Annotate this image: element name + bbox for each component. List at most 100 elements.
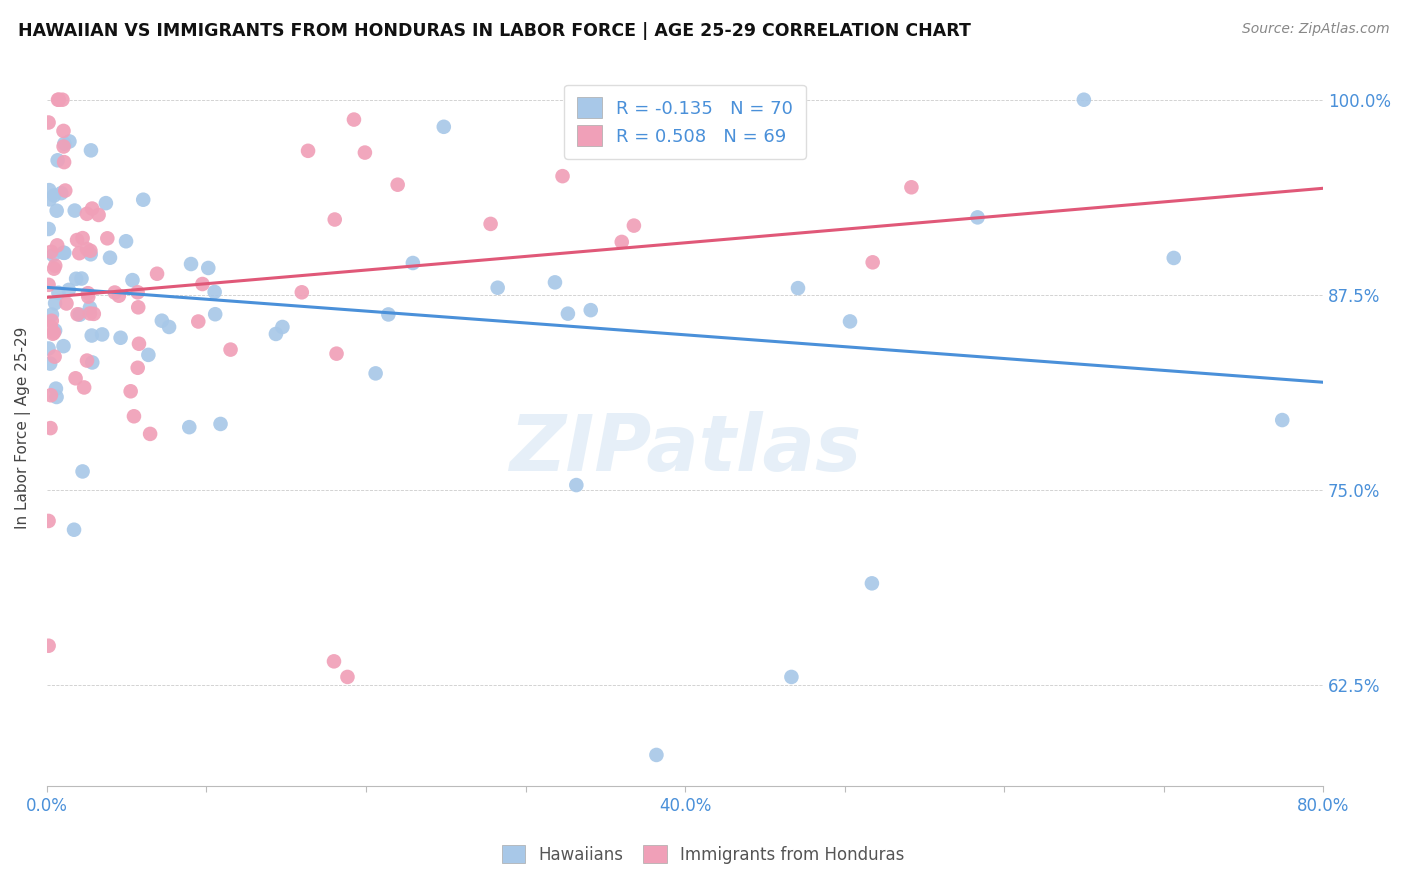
Point [561,122,583,136]
Point [645,747,668,762]
Point [82,355,104,369]
Point [323,212,346,227]
Point [73,380,96,394]
Point [80,144,103,158]
Point [204,307,226,321]
Point [122,409,145,424]
Point [70,271,93,285]
Point [150,314,173,328]
Point [44,188,66,202]
Point [45,382,67,396]
Point [139,426,162,441]
Point [46,93,69,107]
Point [38,342,60,356]
Point [94,196,117,211]
Point [209,417,232,431]
Point [623,219,645,233]
Point [271,320,294,334]
Point [551,169,574,183]
Point [53,245,76,260]
Point [128,336,150,351]
Point [264,326,287,341]
Point [323,654,346,668]
Point [690,93,713,107]
Point [402,256,425,270]
Point [1073,93,1095,107]
Point [45,203,67,218]
Point [187,314,209,328]
Point [79,306,101,320]
Point [53,184,76,198]
Point [966,211,988,225]
Point [91,327,114,342]
Point [77,290,100,304]
Point [377,308,399,322]
Text: ZIPatlas: ZIPatlas [509,411,862,487]
Point [38,222,60,236]
Point [44,350,66,364]
Point [39,388,62,402]
Point [180,257,202,271]
Text: HAWAIIAN VS IMMIGRANTS FROM HONDURAS IN LABOR FORCE | AGE 25-29 CORRELATION CHAR: HAWAIIAN VS IMMIGRANTS FROM HONDURAS IN … [18,22,972,40]
Point [110,331,132,345]
Point [39,319,62,334]
Point [46,153,69,168]
Point [44,259,66,273]
Point [41,314,63,328]
Point [41,308,63,322]
Point [52,124,75,138]
Point [76,207,98,221]
Point [336,670,359,684]
Point [79,301,101,315]
Point [354,145,377,160]
Point [179,420,201,434]
Point [127,360,149,375]
Point [127,285,149,300]
Point [486,281,509,295]
Point [55,296,77,310]
Point [364,367,387,381]
Point [65,371,87,385]
Point [862,255,884,269]
Point [58,283,80,297]
Point [52,245,75,260]
Point [53,136,76,151]
Point [38,115,60,129]
Point [98,251,121,265]
Point [132,193,155,207]
Legend: Hawaiians, Immigrants from Honduras: Hawaiians, Immigrants from Honduras [495,838,911,871]
Point [387,178,409,192]
Point [80,328,103,343]
Point [780,670,803,684]
Point [66,307,89,321]
Point [48,285,70,300]
Point [343,112,366,127]
Point [565,478,588,492]
Point [72,465,94,479]
Point [87,208,110,222]
Point [38,639,60,653]
Point [65,272,87,286]
Point [479,217,502,231]
Point [1271,413,1294,427]
Point [39,421,62,435]
Point [79,247,101,261]
Point [197,260,219,275]
Point [51,93,73,107]
Point [39,357,62,371]
Point [83,307,105,321]
Point [104,285,127,300]
Point [38,193,60,207]
Point [53,155,76,169]
Point [45,390,67,404]
Y-axis label: In Labor Force | Age 25-29: In Labor Force | Age 25-29 [15,326,31,529]
Point [82,202,104,216]
Legend: R = -0.135   N = 70, R = 0.508   N = 69: R = -0.135 N = 70, R = 0.508 N = 69 [564,85,806,159]
Point [72,231,94,245]
Point [204,285,226,299]
Point [138,348,160,362]
Point [76,242,98,256]
Point [1163,251,1185,265]
Point [63,523,86,537]
Point [76,353,98,368]
